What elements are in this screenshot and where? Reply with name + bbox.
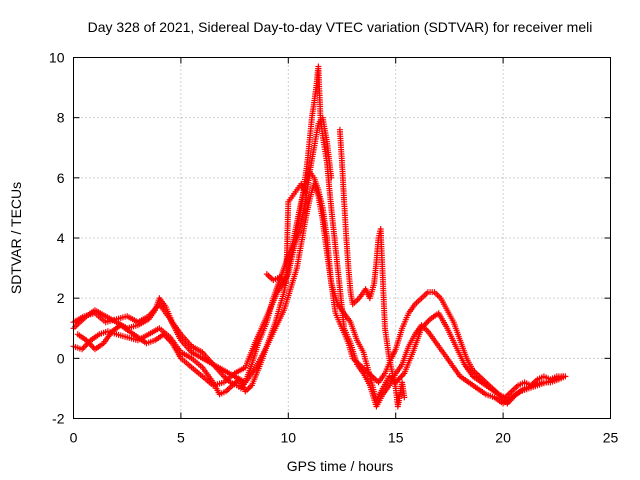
grid [73,57,611,419]
y-tick-label: 8 [57,110,65,126]
y-tick-label: -2 [52,411,65,427]
x-axis-label: GPS time / hours [287,458,394,474]
y-tick-label: 6 [57,170,65,186]
series-trace-c [74,63,567,410]
x-tick-label: 15 [388,430,404,446]
y-axis-label: SDTVAR / TECUs [8,182,24,294]
series-trace-a [70,168,567,401]
x-tick-label: 10 [281,430,297,446]
x-tick-labels: 0 5 10 15 20 25 [70,430,619,446]
x-tick-label: 0 [70,430,78,446]
x-tick-label: 20 [495,430,511,446]
x-tick-label: 25 [603,430,619,446]
y-tick-labels: -2 0 2 4 6 8 10 [49,50,65,427]
y-tick-label: 0 [57,350,65,366]
series-trace-d [336,126,408,410]
series-layer [70,63,569,410]
y-tick-label: 4 [57,230,65,246]
series-trace-f [263,180,309,287]
series-trace-b [70,180,569,407]
chart-title: Day 328 of 2021, Sidereal Day-to-day VTE… [88,19,593,35]
x-tick-label: 5 [177,430,185,446]
tick-marks [73,57,611,419]
y-tick-label: 10 [49,50,65,66]
plus-marker [302,189,309,196]
plus-marker [560,373,567,380]
y-tick-label: 2 [57,290,65,306]
plus-marker [401,394,408,401]
series-trace-e [70,114,335,386]
plus-marker [328,174,335,181]
